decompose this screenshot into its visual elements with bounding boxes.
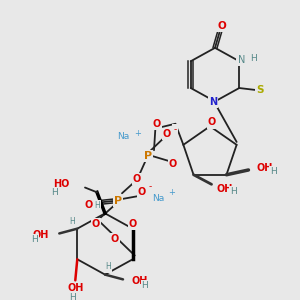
Text: H: H bbox=[94, 201, 100, 210]
Text: Na: Na bbox=[152, 194, 164, 202]
Text: H: H bbox=[270, 167, 277, 176]
Text: O: O bbox=[133, 174, 141, 184]
Text: H: H bbox=[250, 54, 256, 63]
Text: O: O bbox=[169, 159, 177, 169]
Text: OH: OH bbox=[33, 230, 49, 240]
Text: H: H bbox=[230, 188, 237, 196]
Text: OH: OH bbox=[131, 276, 147, 286]
Text: N: N bbox=[209, 98, 217, 107]
Text: OH: OH bbox=[217, 184, 233, 194]
Text: H: H bbox=[69, 293, 76, 300]
Text: -: - bbox=[148, 182, 152, 191]
Text: OH: OH bbox=[67, 283, 83, 293]
Text: H: H bbox=[31, 235, 38, 244]
Text: O: O bbox=[129, 219, 137, 229]
Text: H: H bbox=[142, 280, 148, 290]
Text: -: - bbox=[173, 125, 177, 134]
Text: HO: HO bbox=[54, 179, 70, 189]
Text: O: O bbox=[138, 187, 146, 197]
Text: Na: Na bbox=[117, 132, 129, 141]
Text: O: O bbox=[85, 200, 93, 210]
Text: H: H bbox=[52, 188, 58, 197]
Text: S: S bbox=[256, 85, 264, 95]
Text: O: O bbox=[110, 234, 118, 244]
Text: H: H bbox=[105, 262, 111, 272]
Text: O: O bbox=[92, 219, 100, 229]
Text: O: O bbox=[163, 129, 171, 139]
Text: O: O bbox=[152, 119, 160, 129]
Text: H: H bbox=[69, 217, 75, 226]
Text: N: N bbox=[238, 55, 245, 65]
Text: P: P bbox=[114, 196, 122, 206]
Text: +: + bbox=[169, 188, 176, 197]
Text: OH: OH bbox=[256, 163, 273, 173]
Text: O: O bbox=[208, 118, 216, 128]
Text: P: P bbox=[144, 151, 152, 161]
Text: +: + bbox=[135, 129, 141, 138]
Text: O: O bbox=[218, 21, 226, 31]
